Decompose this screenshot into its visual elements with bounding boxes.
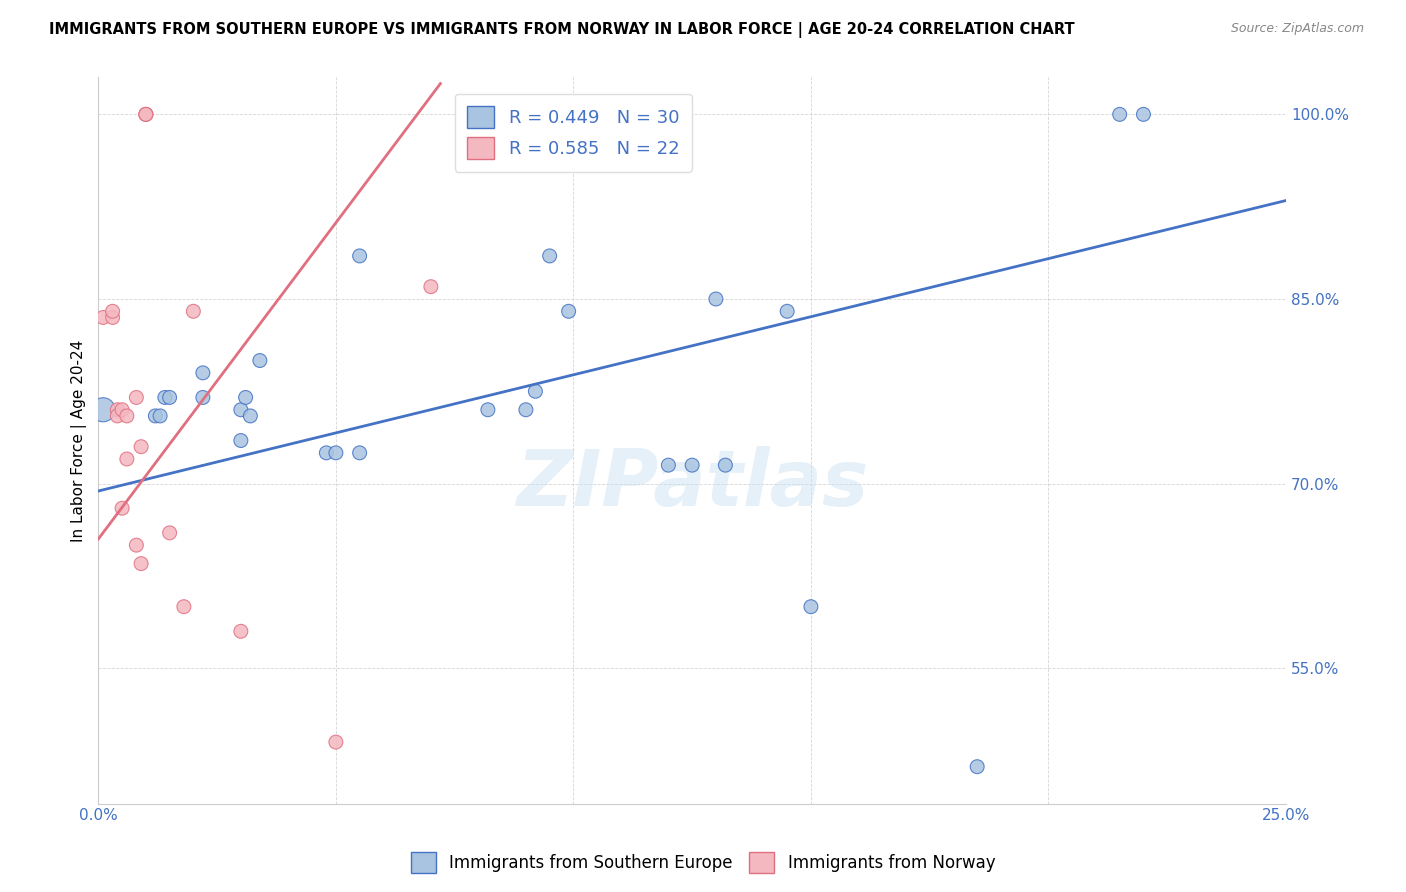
Point xyxy=(349,249,371,263)
Point xyxy=(235,391,257,405)
Point xyxy=(111,402,134,417)
Point xyxy=(129,440,152,454)
Point xyxy=(538,249,561,263)
Point xyxy=(229,624,252,639)
Point xyxy=(183,304,205,318)
Point xyxy=(115,409,138,423)
Point xyxy=(557,304,579,318)
Text: ZIPatlas: ZIPatlas xyxy=(516,446,869,522)
Point xyxy=(115,452,138,467)
Legend: Immigrants from Southern Europe, Immigrants from Norway: Immigrants from Southern Europe, Immigra… xyxy=(404,846,1002,880)
Point xyxy=(111,501,134,516)
Point xyxy=(239,409,262,423)
Point xyxy=(349,446,371,460)
Point xyxy=(1132,107,1154,121)
Point xyxy=(101,310,124,325)
Point xyxy=(91,310,114,325)
Point xyxy=(419,279,441,293)
Point xyxy=(704,292,727,306)
Point xyxy=(159,391,181,405)
Point xyxy=(129,557,152,571)
Point xyxy=(315,446,337,460)
Point xyxy=(966,760,988,774)
Point xyxy=(149,409,172,423)
Point xyxy=(191,366,214,380)
Text: Source: ZipAtlas.com: Source: ZipAtlas.com xyxy=(1230,22,1364,36)
Point xyxy=(159,525,181,540)
Point xyxy=(325,735,347,749)
Point xyxy=(249,353,271,368)
Point xyxy=(714,458,737,472)
Point xyxy=(515,402,537,417)
Point xyxy=(229,402,252,417)
Point xyxy=(91,402,114,417)
Point xyxy=(776,304,799,318)
Point xyxy=(325,446,347,460)
Point xyxy=(101,304,124,318)
Point xyxy=(125,538,148,552)
Text: IMMIGRANTS FROM SOUTHERN EUROPE VS IMMIGRANTS FROM NORWAY IN LABOR FORCE | AGE 2: IMMIGRANTS FROM SOUTHERN EUROPE VS IMMIG… xyxy=(49,22,1074,38)
Point xyxy=(1108,107,1130,121)
Point xyxy=(105,409,128,423)
Point xyxy=(105,402,128,417)
Point xyxy=(657,458,679,472)
Point xyxy=(524,384,547,399)
Point xyxy=(125,391,148,405)
Point xyxy=(477,402,499,417)
Point xyxy=(191,391,214,405)
Point xyxy=(800,599,823,614)
Point xyxy=(135,107,157,121)
Point xyxy=(153,391,176,405)
Point xyxy=(681,458,703,472)
Legend: R = 0.449   N = 30, R = 0.585   N = 22: R = 0.449 N = 30, R = 0.585 N = 22 xyxy=(454,94,692,172)
Point xyxy=(135,107,157,121)
Y-axis label: In Labor Force | Age 20-24: In Labor Force | Age 20-24 xyxy=(72,339,87,541)
Point xyxy=(229,434,252,448)
Point xyxy=(143,409,166,423)
Point xyxy=(173,599,195,614)
Point xyxy=(135,107,157,121)
